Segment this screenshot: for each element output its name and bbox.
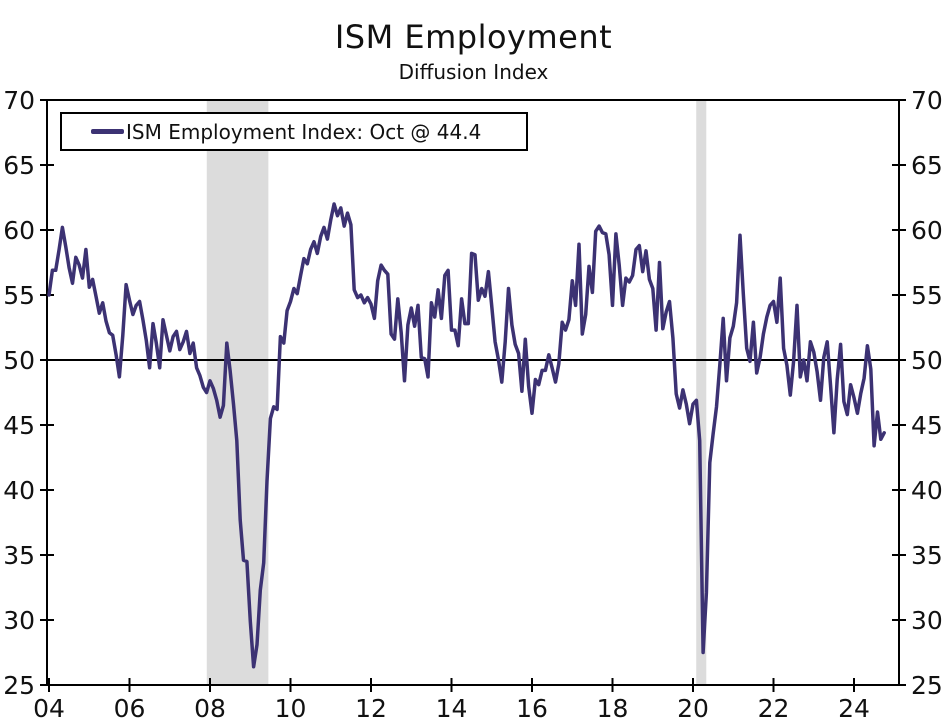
y-axis-label-right: 55: [911, 281, 943, 310]
legend: ISM Employment Index: Oct @ 44.4: [60, 112, 528, 151]
y-axis-label-right: 70: [911, 86, 943, 115]
y-axis-label-right: 30: [911, 606, 943, 635]
y-axis-label-left: 70: [3, 86, 35, 115]
y-axis-label-right: 25: [911, 671, 943, 700]
chart-title: ISM Employment: [334, 18, 613, 56]
legend-label: ISM Employment Index: Oct @ 44.4: [126, 119, 482, 144]
y-axis-label-left: 25: [3, 671, 35, 700]
recession-band: [206, 100, 269, 685]
y-axis-label-left: 50: [3, 346, 35, 375]
x-axis-label: 04: [33, 694, 65, 723]
y-axis-label-right: 65: [911, 151, 943, 180]
y-axis-label-left: 35: [3, 541, 35, 570]
x-axis-label: 16: [516, 694, 548, 723]
recession-band: [696, 100, 707, 685]
x-axis-label: 24: [838, 694, 870, 723]
y-axis-label-left: 30: [3, 606, 35, 635]
y-axis-label-right: 45: [911, 411, 943, 440]
legend-line-swatch: [91, 129, 124, 134]
x-axis-label: 10: [275, 694, 307, 723]
x-axis-label: 08: [194, 694, 226, 723]
y-axis-label-right: 50: [911, 346, 943, 375]
x-axis-label: 18: [597, 694, 629, 723]
y-axis-label-right: 35: [911, 541, 943, 570]
y-axis-label-left: 40: [3, 476, 35, 505]
y-axis-label-right: 60: [911, 216, 943, 245]
y-axis-label-left: 55: [3, 281, 35, 310]
x-axis-label: 06: [114, 694, 146, 723]
y-axis-label-left: 60: [3, 216, 35, 245]
x-axis-label: 22: [758, 694, 790, 723]
ism-employment-line: [47, 202, 886, 669]
x-axis-label: 20: [677, 694, 709, 723]
x-axis-label: 12: [355, 694, 387, 723]
y-axis-label-left: 65: [3, 151, 35, 180]
y-axis-label-right: 40: [911, 476, 943, 505]
x-axis-label: 14: [436, 694, 468, 723]
chart-subtitle: Diffusion Index: [398, 60, 549, 84]
y-axis-label-left: 45: [3, 411, 35, 440]
plot-border: [46, 99, 900, 686]
